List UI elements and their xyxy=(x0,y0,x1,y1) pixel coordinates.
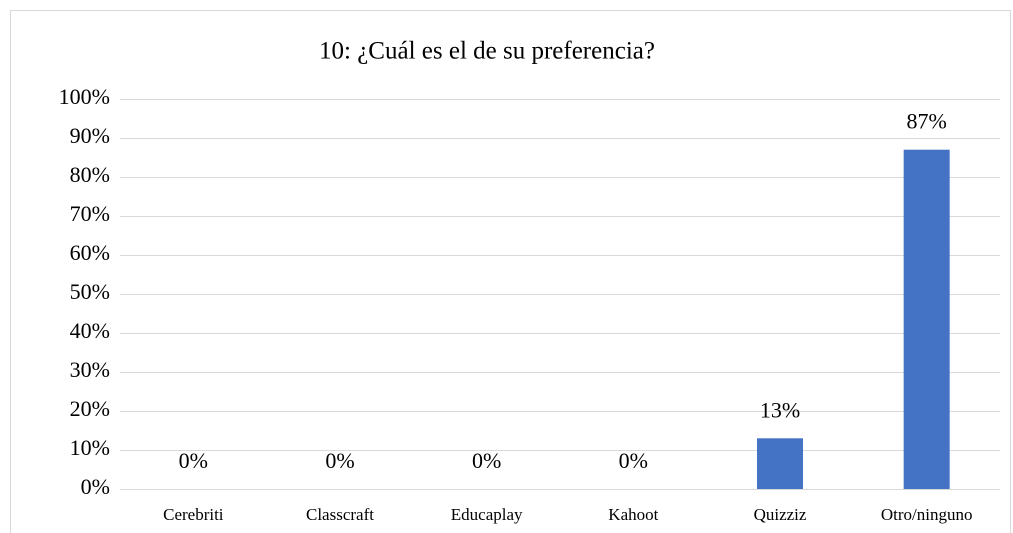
data-label: 0% xyxy=(325,448,354,473)
x-tick-label: Educaplay xyxy=(451,505,523,524)
x-tick-label: Quizziz xyxy=(754,505,807,524)
x-tick-label: Kahoot xyxy=(608,505,658,524)
data-label: 13% xyxy=(760,397,800,422)
y-tick-label: 20% xyxy=(70,396,110,421)
x-tick-label: Classcraft xyxy=(306,505,374,524)
data-label: 0% xyxy=(619,448,648,473)
chart-title: 10: ¿Cuál es el de su preferencia? xyxy=(319,38,655,65)
y-tick-label: 60% xyxy=(70,240,110,265)
y-tick-label: 30% xyxy=(70,357,110,382)
x-tick-label: Cerebriti xyxy=(163,505,224,524)
data-label: 87% xyxy=(907,109,947,134)
y-tick-label: 80% xyxy=(70,162,110,187)
bar xyxy=(757,438,803,489)
x-tick-label: Otro/ninguno xyxy=(881,505,973,524)
bar xyxy=(903,149,950,489)
y-tick-label: 0% xyxy=(81,474,110,499)
y-tick-label: 70% xyxy=(70,201,110,226)
chart-frame xyxy=(10,10,1011,533)
y-tick-label: 90% xyxy=(70,123,110,148)
data-label: 0% xyxy=(472,448,501,473)
y-tick-label: 100% xyxy=(59,84,110,109)
y-tick-label: 50% xyxy=(70,279,110,304)
y-tick-label: 10% xyxy=(70,435,110,460)
y-tick-label: 40% xyxy=(70,318,110,343)
data-label: 0% xyxy=(179,448,208,473)
